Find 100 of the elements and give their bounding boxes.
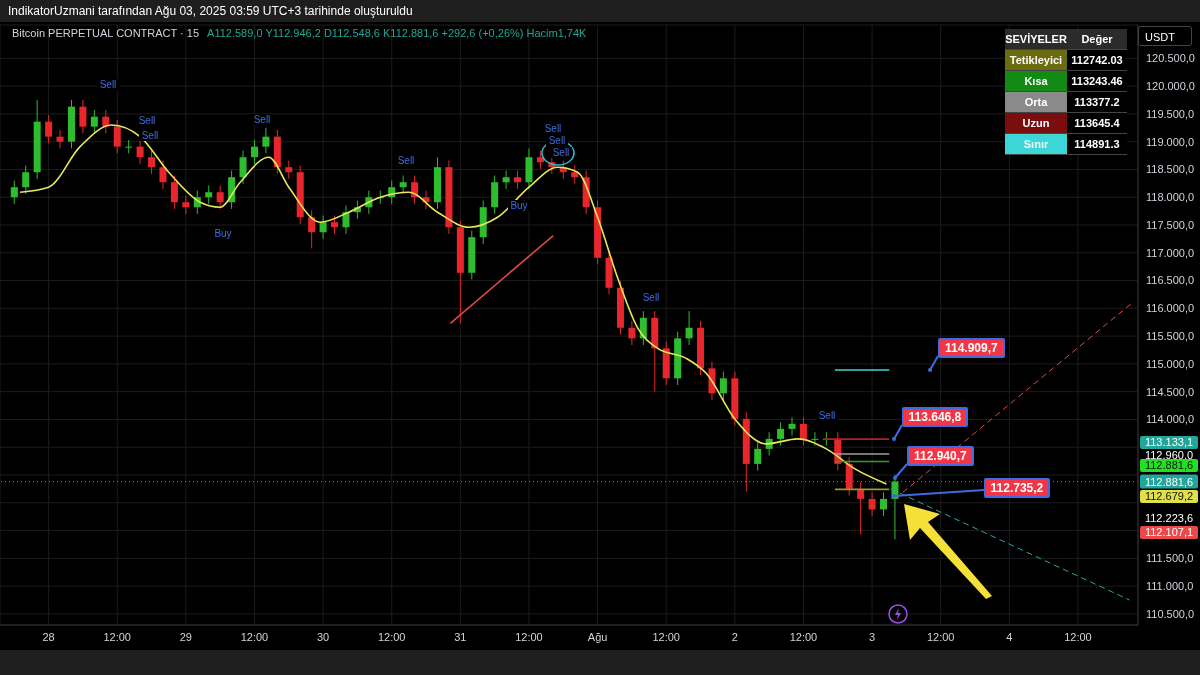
- candlestick: [79, 99, 87, 134]
- candlestick: [308, 210, 316, 249]
- annotation: Sell: [550, 147, 572, 158]
- candlestick: [754, 441, 762, 472]
- annotation: Sınır: [1005, 134, 1067, 155]
- candlestick: [216, 185, 224, 210]
- annotation: Sell: [640, 292, 662, 303]
- text: 113.133,1: [1140, 436, 1198, 449]
- candlestick: [45, 114, 53, 144]
- candlestick: [777, 421, 785, 447]
- text: 112.223,6: [1143, 512, 1195, 525]
- annotation: Buy: [508, 200, 530, 211]
- y-tick-label: 115.000,0: [1146, 357, 1195, 370]
- annotation: 114.909,7: [938, 338, 1005, 358]
- annotation: SEVİYELER: [1005, 29, 1067, 50]
- y-tick-label: 118.000,0: [1146, 191, 1195, 204]
- candlestick: [857, 481, 865, 535]
- candlestick: [56, 129, 64, 149]
- x-tick-label: 3: [869, 630, 876, 643]
- annotation: Değer: [1067, 29, 1127, 50]
- annotation: Uzun: [1005, 113, 1067, 134]
- x-tick-label: 12:00: [515, 630, 543, 643]
- y-tick-label: 119.000,0: [1146, 135, 1195, 148]
- y-tick-label: 117.000,0: [1146, 246, 1195, 259]
- x-tick-label: 12:00: [377, 630, 406, 643]
- annotation: Sell: [97, 79, 119, 90]
- y-tick-label: 116.000,0: [1146, 302, 1195, 315]
- text: 112.107,1: [1140, 526, 1198, 539]
- annotation: Sell: [816, 410, 838, 421]
- candlestick: [22, 165, 30, 195]
- y-tick-label: 118.500,0: [1146, 163, 1195, 176]
- x-tick-label: 12:00: [926, 630, 955, 643]
- y-tick-label: 116.500,0: [1146, 274, 1195, 287]
- candlestick: [868, 491, 876, 517]
- x-tick-label: 31: [454, 630, 467, 643]
- x-tick-label: 12:00: [240, 630, 269, 643]
- ref-line-label: 112.881,6: [1144, 475, 1194, 488]
- candlestick: [331, 215, 339, 235]
- x-tick-label: 28: [42, 630, 55, 643]
- annotation: Kısa: [1005, 71, 1067, 92]
- y-tick-label: 111.500,0: [1146, 552, 1194, 565]
- candlestick: [90, 109, 98, 134]
- y-tick-label: 119.500,0: [1146, 107, 1195, 120]
- y-tick-label: 120.500,0: [1146, 52, 1195, 65]
- annotation: Orta: [1005, 92, 1067, 113]
- y-tick-label: 115.500,0: [1146, 330, 1195, 343]
- candlestick: [136, 139, 144, 165]
- annotation: 112.735,2: [983, 477, 1051, 498]
- x-tick-label: 12:00: [1064, 630, 1092, 643]
- candlestick: [148, 150, 156, 175]
- candlestick: [239, 150, 247, 185]
- annotation: Sell: [136, 115, 158, 126]
- x-tick-label: 12:00: [652, 630, 680, 643]
- annotation: Tetikleyici: [1005, 50, 1067, 71]
- text: IndikatorUzmani tarafından Ağu 03, 2025 03:59 UTC+3 tarihinde oluşturuldu: [0, 0, 1200, 22]
- x-tick-label: 2: [731, 630, 738, 643]
- candlestick: [159, 160, 167, 190]
- annotation: Sell: [251, 114, 273, 125]
- candlestick: [799, 416, 807, 447]
- chart-title: Bitcoin PERPETUAL CONTRACT · 15: [12, 27, 200, 39]
- annotation: 112742.03: [1067, 50, 1127, 71]
- candlestick: [571, 165, 579, 185]
- y-tick-label: 110.500,0: [1146, 607, 1195, 620]
- text: 112.679,2: [1140, 490, 1198, 503]
- candlestick: [113, 119, 121, 154]
- y-tick-label: 114.500,0: [1146, 385, 1195, 398]
- annotation: 113.646,8: [901, 407, 969, 428]
- annotation: Sell: [139, 130, 161, 141]
- annotation: Sell: [546, 135, 568, 146]
- annotation: Buy: [212, 228, 234, 239]
- text: 112.960,0: [1143, 449, 1195, 462]
- candlestick: [811, 431, 819, 447]
- candlestick: [170, 175, 178, 210]
- candlestick: [125, 139, 133, 154]
- candlestick: [285, 160, 293, 180]
- candlestick: [182, 195, 190, 215]
- y-tick-label: 111.000,0: [1146, 580, 1194, 593]
- candlestick: [10, 180, 18, 205]
- candlestick: [719, 371, 727, 401]
- candlestick: [250, 139, 258, 165]
- annotation: 113645.4: [1067, 113, 1127, 134]
- candlestick: [685, 310, 693, 346]
- candlestick: [880, 491, 888, 517]
- annotation: A112.589,0 Y112.946,2 D112.548,6 K112.881,6 +292,6 (+0,26%) Hacim1,74K: [207, 27, 587, 39]
- annotation: Sell: [395, 155, 417, 166]
- annotation: 113377.2: [1067, 92, 1127, 113]
- x-tick-label: 29: [179, 630, 192, 643]
- y-tick-label: 117.500,0: [1146, 218, 1195, 231]
- x-tick-label: 12:00: [789, 630, 818, 643]
- candlestick: [205, 185, 213, 205]
- annotation: 112.940,7: [906, 446, 974, 467]
- candlestick: [628, 320, 636, 346]
- y-tick-label: 120.000,0: [1146, 80, 1195, 93]
- candlestick: [399, 175, 407, 195]
- candlestick: [514, 170, 522, 190]
- candlestick: [262, 127, 270, 154]
- candlestick: [319, 215, 327, 240]
- x-tick-label: Ağu: [587, 630, 608, 643]
- candlestick: [502, 170, 510, 190]
- text: 112.881,6: [1140, 459, 1198, 472]
